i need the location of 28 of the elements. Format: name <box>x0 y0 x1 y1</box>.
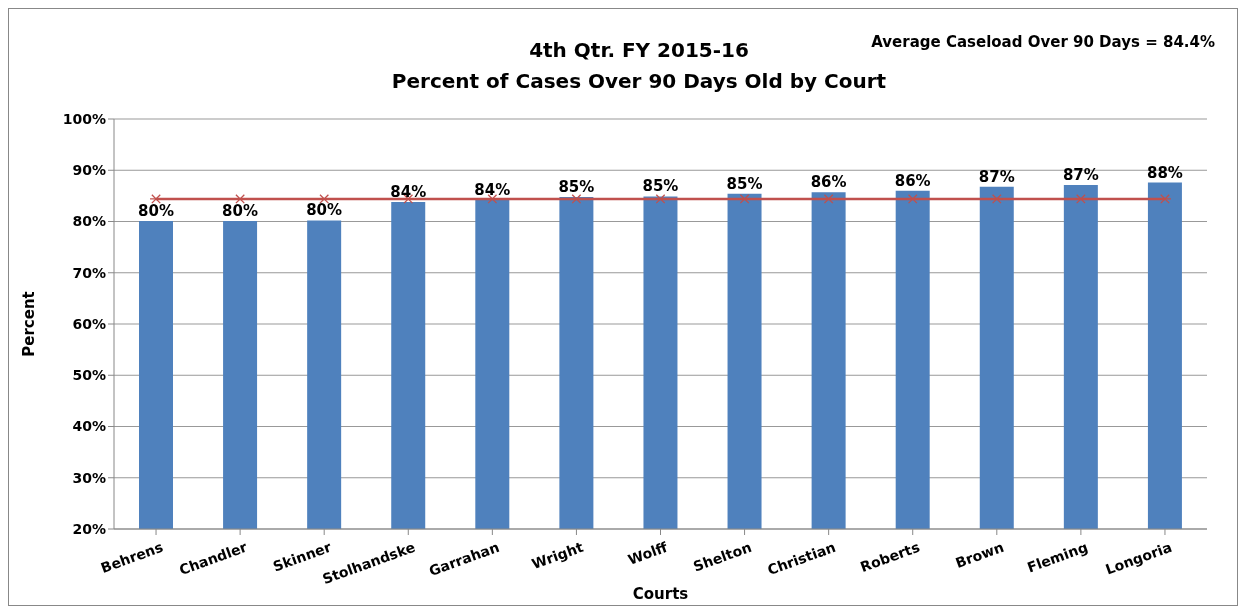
text: Average Caseload Over 90 Days = 84.4% <box>871 33 1215 51</box>
data-label: 86% <box>810 173 847 192</box>
chart-subtitle: Percent of Cases Over 90 Days Old by Court <box>390 68 888 95</box>
y-tick-label: 70% <box>72 264 106 281</box>
y-tick-label: 20% <box>72 520 106 537</box>
x-axis-title: Courts <box>632 585 689 603</box>
y-tick-label: 90% <box>72 162 106 179</box>
data-label: 80% <box>138 201 174 220</box>
y-tick-label: 80% <box>72 213 106 230</box>
y-tick-label: 100% <box>62 110 106 127</box>
data-label: 85% <box>726 174 763 193</box>
y-tick-label: 60% <box>72 315 106 332</box>
data-label: 88% <box>1146 163 1183 182</box>
y-axis-title: Percent <box>20 291 39 357</box>
chart-title: 4th Qtr. FY 2015-16 <box>529 38 749 62</box>
y-tick-label: 40% <box>72 418 106 435</box>
data-label: 80% <box>306 201 343 220</box>
data-label: 80% <box>222 201 259 220</box>
data-label: 86% <box>894 171 931 190</box>
data-label: 87% <box>978 167 1015 186</box>
y-tick-label: 30% <box>72 469 106 486</box>
data-label: 84% <box>474 180 511 199</box>
data-label: 84% <box>390 183 427 202</box>
y-tick-label: 50% <box>72 367 106 384</box>
x-tick-label: Wolff <box>625 538 671 568</box>
data-label: 85% <box>558 177 595 196</box>
data-label: 85% <box>642 177 679 196</box>
data-label: 87% <box>1062 166 1099 185</box>
